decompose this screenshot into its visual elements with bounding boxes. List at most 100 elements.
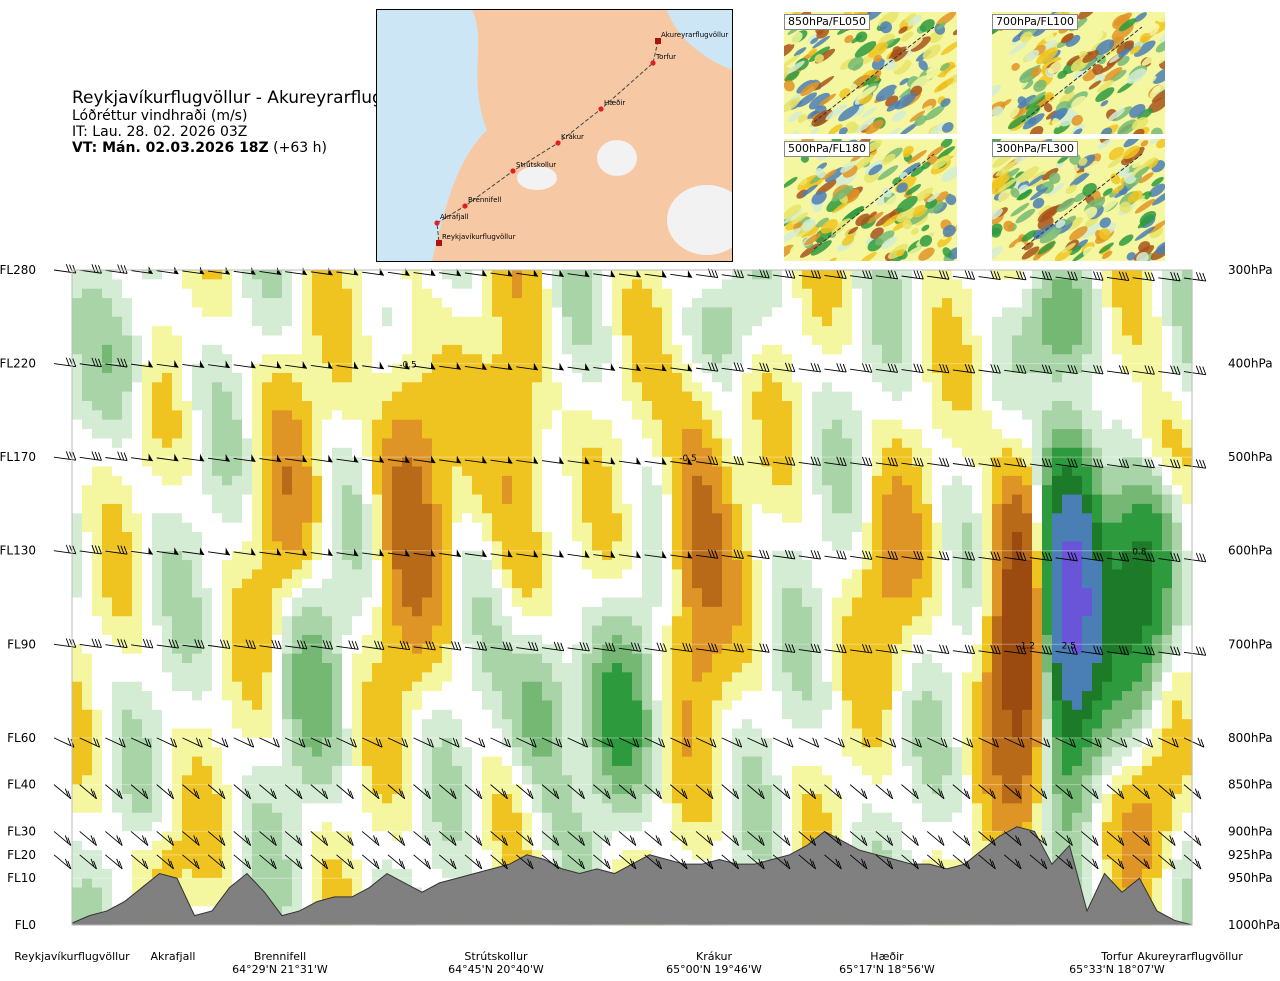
field-cell — [502, 784, 513, 795]
field-cell — [522, 775, 533, 786]
field-cell — [72, 634, 83, 645]
field-cell — [332, 691, 343, 702]
field-cell — [522, 578, 533, 589]
field-cell — [132, 298, 143, 309]
field-cell — [152, 410, 163, 421]
field-cell — [482, 737, 493, 748]
field-cell — [212, 868, 223, 879]
field-cell — [232, 270, 243, 280]
field-cell — [502, 691, 513, 702]
field-cell — [232, 438, 243, 449]
field-cell — [142, 663, 153, 673]
field-cell — [482, 709, 493, 720]
field-cell — [742, 634, 753, 645]
field-cell — [132, 765, 143, 776]
field-cell — [202, 606, 213, 617]
field-cell — [742, 513, 753, 524]
field-cell — [532, 850, 543, 861]
field-cell — [92, 719, 103, 730]
field-cell — [352, 850, 363, 861]
field-cell — [112, 850, 123, 861]
field-cell — [222, 560, 233, 571]
field-cell — [612, 812, 623, 823]
field-cell — [162, 775, 173, 786]
field-cell — [152, 391, 163, 402]
field-cell — [362, 822, 373, 833]
field-cell — [362, 578, 373, 589]
field-cell — [612, 466, 623, 477]
field-cell — [722, 597, 733, 608]
field-cell — [662, 270, 673, 280]
field-cell — [292, 634, 303, 645]
field-cell — [252, 681, 263, 692]
field-cell — [152, 859, 163, 870]
field-cell — [212, 663, 223, 673]
field-cell — [262, 363, 273, 374]
field-cell — [222, 663, 233, 673]
field-cell — [342, 475, 353, 486]
field-cell — [372, 447, 383, 458]
field-cell — [692, 466, 703, 477]
field-cell — [752, 475, 763, 486]
field-cell — [362, 344, 373, 355]
field-cell — [122, 765, 133, 776]
field-cell — [672, 447, 683, 458]
field-cell — [212, 541, 223, 552]
field-cell — [152, 316, 163, 327]
field-cell — [772, 288, 783, 299]
field-cell — [512, 550, 523, 561]
field-cell — [692, 541, 703, 552]
field-cell — [662, 298, 673, 309]
field-cell — [602, 569, 613, 580]
field-cell — [682, 822, 693, 833]
field-cell — [662, 719, 673, 730]
field-cell — [122, 513, 133, 524]
field-cell — [112, 775, 123, 786]
field-cell — [602, 859, 613, 870]
field-cell — [142, 756, 153, 767]
glacier — [667, 185, 732, 255]
field-cell — [472, 709, 483, 720]
field-cell — [182, 822, 193, 833]
field-cell — [252, 270, 263, 280]
field-cell — [392, 737, 403, 748]
field-cell — [462, 859, 473, 870]
field-cell — [652, 316, 663, 327]
field-cell — [322, 644, 333, 655]
field-cell — [132, 550, 143, 561]
field-cell — [502, 700, 513, 711]
field-cell — [762, 616, 773, 627]
field-cell — [522, 354, 533, 365]
field-cell — [272, 700, 283, 711]
field-cell — [192, 354, 203, 365]
field-cell — [132, 335, 143, 346]
field-cell — [622, 382, 633, 393]
field-cell — [262, 625, 273, 636]
field-cell — [412, 270, 423, 280]
field-cell — [752, 503, 763, 514]
field-cell — [392, 616, 403, 627]
field-cell — [582, 316, 593, 327]
field-cell — [702, 335, 713, 346]
field-cell — [462, 663, 473, 673]
field-cell — [342, 438, 353, 449]
field-cell — [622, 532, 633, 542]
field-cell — [612, 372, 623, 383]
field-cell — [172, 335, 183, 346]
field-cell — [152, 803, 163, 814]
field-cell — [612, 522, 623, 533]
field-cell — [182, 625, 193, 636]
field-cell — [422, 737, 433, 748]
field-cell — [532, 457, 543, 468]
field-cell — [722, 634, 733, 645]
field-cell — [582, 794, 593, 804]
field-cell — [282, 429, 293, 440]
field-cell — [502, 438, 513, 449]
field-cell — [102, 363, 113, 374]
field-cell — [692, 354, 703, 365]
field-cell — [452, 316, 463, 327]
field-cell — [102, 410, 113, 421]
field-cell — [442, 569, 453, 580]
field-cell — [472, 812, 483, 823]
field-cell — [182, 681, 193, 692]
